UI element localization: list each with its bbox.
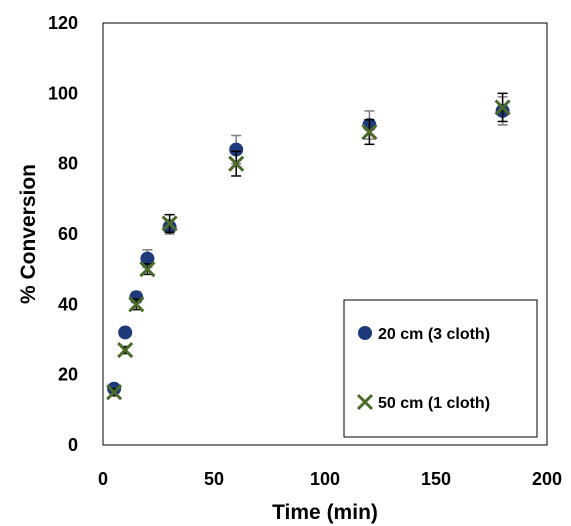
x-tick-label: 100 <box>310 469 340 489</box>
data-point-x-stroke <box>361 123 378 141</box>
data-point-circle <box>229 142 244 157</box>
y-tick-label: 20 <box>58 365 78 385</box>
y-tick-label: 120 <box>48 13 78 33</box>
y-axis-ticks: 0 20 40 60 80 100 120 <box>48 13 78 455</box>
x-axis-title: Time (min) <box>272 501 378 524</box>
data-point-x <box>494 99 511 116</box>
legend-box <box>343 299 538 438</box>
legend: 20 cm (3 cloth) 50 cm (1 cloth) <box>343 299 538 438</box>
data-point-x-stroke <box>139 261 156 278</box>
data-point-x-stroke <box>106 384 123 401</box>
x-axis-ticks: 0 50 100 150 200 <box>98 469 562 489</box>
data-point-x-stroke <box>228 155 245 172</box>
data-point-x <box>139 261 156 278</box>
data-marks <box>106 92 511 401</box>
legend-marker-x <box>356 393 374 411</box>
x-tick-label: 200 <box>532 469 562 489</box>
legend-label-series-1: 20 cm (3 cloth) <box>378 326 490 343</box>
legend-marker-circle <box>358 326 372 340</box>
data-point-circle <box>140 251 155 266</box>
legend-label-series-2: 50 cm (1 cloth) <box>378 395 490 412</box>
y-tick-label: 40 <box>58 294 78 314</box>
plot-frame <box>102 22 548 446</box>
y-tick-label: 0 <box>68 435 78 455</box>
data-point-x-stroke <box>128 296 145 313</box>
x-tick-label: 150 <box>421 469 451 489</box>
data-point-x <box>361 123 378 141</box>
data-point-x-stroke <box>494 99 511 116</box>
data-point-x <box>117 341 134 359</box>
y-axis-title: % Conversion <box>17 164 40 304</box>
data-point-circle <box>118 325 133 340</box>
x-tick-label: 0 <box>98 469 108 489</box>
data-point-x <box>228 155 245 172</box>
y-tick-label: 80 <box>58 154 78 174</box>
data-point-x <box>161 215 178 232</box>
y-tick-label: 100 <box>48 83 78 103</box>
data-point-x-stroke <box>161 215 178 232</box>
data-point-x-stroke <box>117 341 134 359</box>
y-tick-label: 60 <box>58 224 78 244</box>
data-point-x <box>106 384 123 401</box>
x-tick-label: 50 <box>204 469 224 489</box>
data-point-x <box>128 296 145 313</box>
